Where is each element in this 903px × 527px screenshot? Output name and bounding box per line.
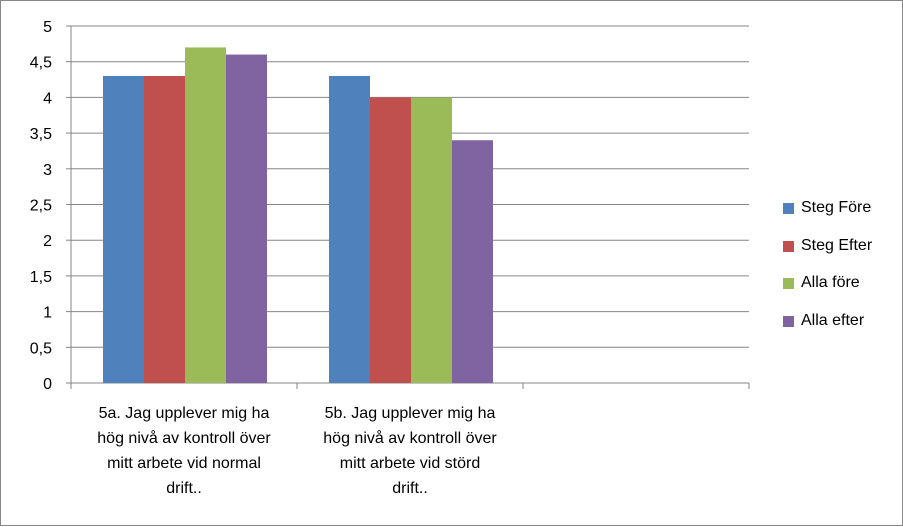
y-tick-label: 2,5 — [30, 198, 52, 215]
bar-alla-efter-cat-1 — [226, 54, 267, 384]
category-label: 5a. Jag upplever mig ha hög nivå av kontr… — [73, 401, 295, 501]
bar-steg-f-re-cat-2 — [329, 75, 370, 383]
bar-alla-f-re-cat-2 — [411, 97, 452, 384]
legend-label: Alla efter — [801, 312, 865, 329]
bar-steg-f-re-cat-1 — [103, 75, 144, 383]
category-label-line: drift.. — [392, 480, 428, 497]
category-label-line: mitt arbete vid normal — [107, 455, 261, 472]
bar-alla-f-re-cat-1 — [185, 47, 226, 384]
bar-alla-efter-cat-2 — [452, 140, 493, 383]
legend-swatch — [783, 277, 794, 289]
y-tick-label: 2 — [43, 233, 52, 250]
legend-label: Steg Före — [801, 199, 872, 216]
legend-swatch — [783, 240, 794, 252]
legend-swatch — [783, 202, 794, 214]
legend-item: Alla efter — [783, 311, 864, 331]
y-tick-label: 1 — [43, 305, 52, 322]
category-label-line: hög nivå av kontroll över — [97, 430, 271, 447]
legend-swatch — [783, 315, 794, 327]
category-label-line: 5a. Jag upplever mig ha — [98, 405, 270, 422]
category-label-line: mitt arbete vid störd — [339, 455, 481, 472]
category-label-line: hög nivå av kontroll över — [323, 430, 497, 447]
legend-item: Steg Före — [783, 198, 871, 218]
legend-item: Steg Efter — [783, 236, 872, 256]
legend-label: Alla före — [801, 274, 860, 291]
category-label-line: drift.. — [166, 480, 202, 497]
legend-item: Alla före — [783, 273, 860, 293]
y-tick-label: 5 — [43, 19, 52, 36]
category-label: 5b. Jag upplever mig ha hög nivå av kontr… — [299, 401, 521, 501]
category-label-line: 5b. Jag upplever mig ha — [324, 405, 496, 422]
y-tick-label: 4,5 — [30, 55, 52, 72]
bar-steg-efter-cat-2 — [370, 97, 411, 384]
y-tick-label: 0,5 — [30, 340, 52, 357]
y-tick-label: 4 — [43, 90, 52, 107]
y-tick-label: 3,5 — [30, 126, 52, 143]
bar-steg-efter-cat-1 — [144, 75, 185, 383]
y-tick-label: 3 — [43, 162, 52, 179]
y-tick-label: 1,5 — [30, 269, 52, 286]
legend-label: Steg Efter — [801, 237, 873, 254]
y-tick-label: 0 — [43, 376, 52, 393]
